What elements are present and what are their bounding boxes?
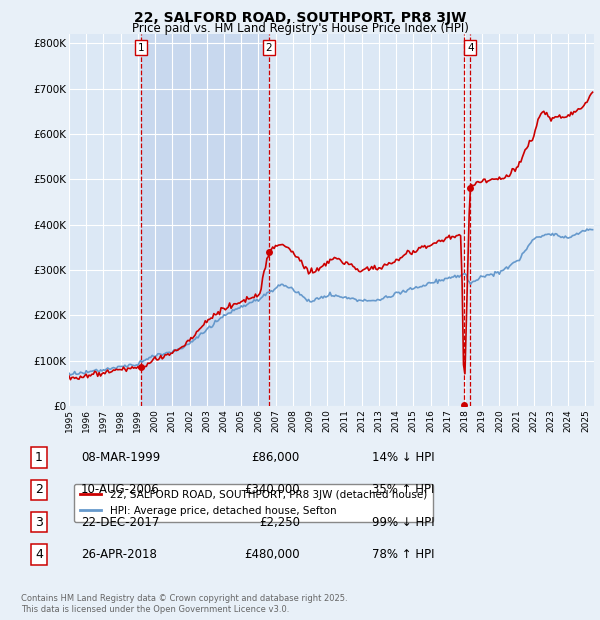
Text: 2: 2 [265, 43, 272, 53]
Text: 1: 1 [137, 43, 144, 53]
Text: 35% ↑ HPI: 35% ↑ HPI [372, 484, 434, 496]
Text: 4: 4 [467, 43, 473, 53]
Text: 4: 4 [35, 548, 43, 560]
Text: £86,000: £86,000 [252, 451, 300, 464]
Text: 14% ↓ HPI: 14% ↓ HPI [372, 451, 434, 464]
Text: Price paid vs. HM Land Registry's House Price Index (HPI): Price paid vs. HM Land Registry's House … [131, 22, 469, 35]
Text: £480,000: £480,000 [244, 548, 300, 560]
Text: 1: 1 [35, 451, 43, 464]
Text: 78% ↑ HPI: 78% ↑ HPI [372, 548, 434, 560]
Text: 22, SALFORD ROAD, SOUTHPORT, PR8 3JW: 22, SALFORD ROAD, SOUTHPORT, PR8 3JW [134, 11, 466, 25]
Text: 2: 2 [35, 484, 43, 496]
Text: 22-DEC-2017: 22-DEC-2017 [81, 516, 160, 528]
Text: 99% ↓ HPI: 99% ↓ HPI [372, 516, 434, 528]
Legend: 22, SALFORD ROAD, SOUTHPORT, PR8 3JW (detached house), HPI: Average price, detac: 22, SALFORD ROAD, SOUTHPORT, PR8 3JW (de… [74, 484, 433, 522]
Text: Contains HM Land Registry data © Crown copyright and database right 2025.
This d: Contains HM Land Registry data © Crown c… [21, 595, 347, 614]
Text: 10-AUG-2006: 10-AUG-2006 [81, 484, 160, 496]
Text: 08-MAR-1999: 08-MAR-1999 [81, 451, 160, 464]
Text: £340,000: £340,000 [244, 484, 300, 496]
Text: £2,250: £2,250 [259, 516, 300, 528]
Text: 26-APR-2018: 26-APR-2018 [81, 548, 157, 560]
Bar [141, 34, 269, 406]
Text: 3: 3 [35, 516, 43, 528]
